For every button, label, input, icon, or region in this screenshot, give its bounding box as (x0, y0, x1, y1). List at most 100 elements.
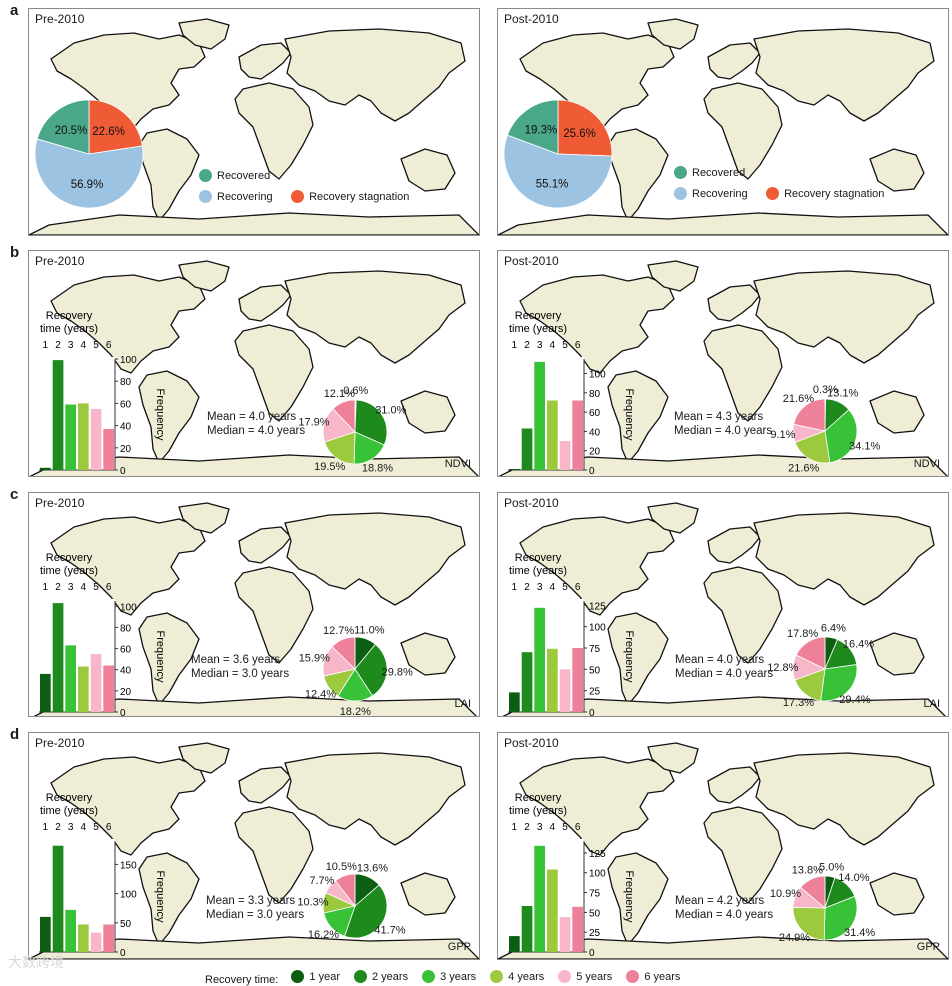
year-tick-label: 1 (43, 582, 49, 593)
legend-label: 3 years (440, 970, 477, 983)
stats-text: Mean = 4.2 years Median = 4.0 years (675, 894, 773, 922)
year-tick-label: 6 (106, 340, 112, 351)
asia-shape (753, 28, 935, 122)
stats-text: Mean = 3.6 years Median = 3.0 years (191, 653, 289, 681)
recovery-pie-slice-6 (332, 399, 356, 433)
histogram-bar-1 (40, 673, 51, 712)
panel-title: Pre-2010 (35, 736, 85, 750)
watermark: 大数跨境 (8, 954, 64, 970)
south-america-shape (607, 852, 669, 946)
recovery-pie-label-2: 29.8% (382, 666, 413, 678)
status-legend-row2: Recovering Recovery stagnation (199, 190, 423, 208)
index-label: LAI (454, 698, 471, 710)
antarctica-shape (33, 696, 477, 716)
recovery-pie-slice-6 (795, 636, 826, 670)
legend-item-6: 6 years (626, 970, 680, 983)
histogram-bar-4 (78, 924, 89, 952)
europe-shape (707, 284, 761, 322)
recovery-pie-label-1: 6.4% (821, 623, 846, 635)
panel-title: Pre-2010 (35, 254, 85, 268)
mean-text: Mean = 4.2 years (675, 895, 765, 907)
africa-shape (234, 82, 314, 180)
y-tick-label: 50 (589, 665, 601, 676)
year-tick-label: 3 (537, 582, 543, 593)
histogram-background (39, 357, 115, 470)
status-pie-label-3: 19.3% (525, 124, 558, 136)
y-tick-label: 100 (120, 890, 137, 901)
year-tick-label: 5 (562, 340, 568, 351)
world-map (29, 18, 479, 235)
y-tick-label: 20 (120, 444, 132, 455)
world-map (29, 742, 479, 959)
world-map (33, 502, 477, 716)
europe-shape (707, 766, 761, 804)
greenland-shape (647, 502, 699, 534)
world-map (502, 502, 946, 716)
year-tick-label: 6 (575, 822, 581, 833)
status-pie-label-2: 56.9% (71, 179, 104, 191)
recovery-pie-label-6: 10.5% (326, 861, 357, 873)
median-text: Median = 4.0 years (675, 909, 774, 921)
recovery-pie: 5.0%14.0% 31.4% 24.9% 10.9% 13.8% (770, 861, 876, 944)
year-tick-label: 2 (524, 582, 530, 593)
year-tick-label: 6 (575, 340, 581, 351)
histogram-bar-4 (78, 403, 89, 470)
north-america-shape (50, 32, 206, 132)
year-tick-label: 2 (524, 340, 530, 351)
australia-shape (869, 872, 925, 916)
recovery-pie-label-4: 10.3% (297, 897, 328, 909)
australia-shape (869, 390, 925, 434)
y-axis-label: Frequency (623, 631, 635, 683)
europe-shape (707, 42, 761, 80)
y-tick-label: 0 (589, 948, 595, 959)
recovery-pie-label-1: 13.6% (357, 863, 388, 875)
europe-shape (238, 766, 292, 804)
histogram-bar-4 (547, 869, 558, 952)
recovery-pie-label-4: 17.3% (783, 697, 814, 709)
south-america-shape (607, 370, 669, 464)
histogram-bar-6 (103, 665, 114, 712)
status-pie-slice-3 (36, 99, 90, 155)
histogram-bar-6 (572, 400, 583, 470)
legend-label: 4 years (508, 970, 545, 983)
y-tick-label: 40 (120, 666, 132, 677)
histogram-title-line2: time (years) (40, 323, 98, 335)
recovery-pie-label-3: 16.2% (308, 929, 339, 941)
panel-title: Post-2010 (504, 254, 559, 268)
recovery-pie-label-4: 19.5% (314, 461, 345, 473)
legend-item-3: 3 years (422, 970, 476, 983)
recovery-pie-label-3: 34.1% (849, 440, 880, 452)
histogram-bar-2 (521, 652, 533, 712)
greenland-shape (178, 18, 230, 50)
y-tick-label: 0 (120, 708, 126, 716)
legend-swatch (354, 970, 367, 983)
legend-swatch (558, 970, 572, 983)
y-tick-label: 60 (120, 645, 132, 656)
greenland-shape (178, 502, 230, 534)
antarctica-shape (498, 212, 948, 235)
recovery-pie-label-5: 15.9% (299, 653, 330, 665)
year-tick-label: 5 (93, 582, 99, 593)
year-tick-label: 2 (55, 340, 61, 351)
legend-item-2: 2 years (354, 970, 408, 983)
y-tick-label: 75 (589, 644, 601, 655)
histogram-bar-6 (103, 428, 114, 470)
africa-shape (703, 82, 783, 180)
south-america-shape (607, 612, 669, 706)
north-america-shape (50, 756, 206, 856)
legend-label: 5 years (576, 970, 613, 983)
median-text: Median = 3.0 years (191, 668, 290, 680)
recovery-pie-label-3: 29.4% (839, 694, 870, 706)
map-layer (498, 18, 948, 235)
europe-shape (707, 526, 761, 564)
recovery-pie-slice-3 (823, 895, 858, 941)
australia-shape (400, 390, 456, 434)
legend-label: 6 years (644, 970, 681, 983)
recovery-pie-label-6: 12.7% (323, 625, 354, 637)
histogram-bar-3 (65, 909, 76, 952)
panel-c-post: Post-2010 Recovery time (years) 1 2 3 4 5 6 0 25 5… (497, 492, 949, 717)
histogram-bar-3 (65, 404, 76, 470)
europe-shape (238, 526, 292, 564)
map-layer (498, 742, 948, 959)
